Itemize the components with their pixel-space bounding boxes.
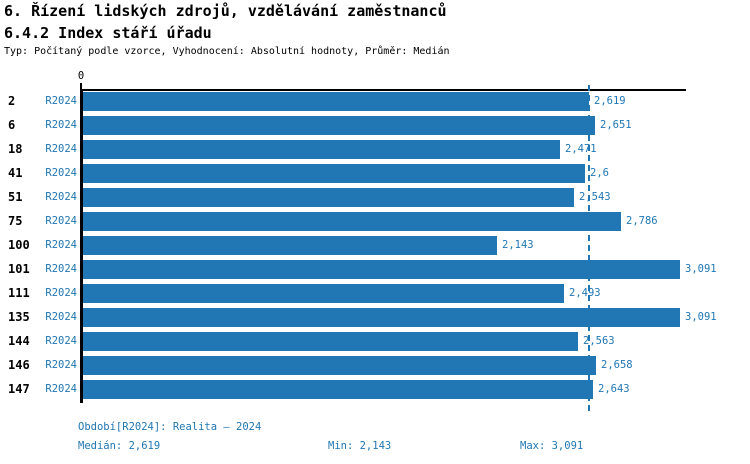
row-series-label: R2024 [45, 119, 77, 131]
footer-median: Medián: 2,619 [78, 440, 161, 452]
bar-value-label: 2,786 [626, 215, 658, 227]
bar [83, 116, 595, 135]
row-category-label: 101 [8, 262, 30, 276]
row-category-label: 75 [8, 214, 23, 228]
bar-value-label: 2,6 [590, 167, 609, 179]
footer-min: Min: 2,143 [328, 440, 392, 452]
bar [83, 140, 560, 159]
bar-row: 101 R2024 3,091 [0, 260, 750, 279]
bar-row: 144 R2024 2,563 [0, 332, 750, 351]
row-category-label: 18 [8, 142, 23, 156]
row-series-label: R2024 [45, 311, 77, 323]
bar-row: 111 R2024 2,493 [0, 284, 750, 303]
bar-row: 18 R2024 2,471 [0, 140, 750, 159]
row-category-label: 6 [8, 118, 16, 132]
bar-row: 2 R2024 2,619 [0, 92, 750, 111]
bar-row: 146 R2024 2,658 [0, 356, 750, 375]
row-category-label: 41 [8, 166, 23, 180]
bar [83, 236, 497, 255]
footer-period: Období[R2024]: Realita – 2024 [78, 421, 262, 433]
bar-value-label: 2,651 [600, 119, 632, 131]
bar-value-label: 2,563 [583, 335, 615, 347]
row-series-label: R2024 [45, 287, 77, 299]
axis-line-left [80, 89, 83, 403]
bar [83, 260, 680, 279]
row-series-label: R2024 [45, 215, 77, 227]
row-category-label: 111 [8, 286, 30, 300]
row-category-label: 146 [8, 358, 30, 372]
bar-row: 75 R2024 2,786 [0, 212, 750, 231]
bar-value-label: 2,471 [565, 143, 597, 155]
bar-value-label: 2,143 [502, 239, 534, 251]
row-series-label: R2024 [45, 383, 77, 395]
bar [83, 212, 621, 231]
row-series-label: R2024 [45, 191, 77, 203]
bar-value-label: 2,643 [598, 383, 630, 395]
chart-meta: Typ: Počítaný podle vzorce, Vyhodnocení:… [4, 46, 450, 57]
bar-value-label: 2,543 [579, 191, 611, 203]
bar [83, 380, 593, 399]
bar-row: 147 R2024 2,643 [0, 380, 750, 399]
axis-zero-tick [80, 83, 82, 89]
bar-row: 51 R2024 2,543 [0, 188, 750, 207]
bar [83, 356, 596, 375]
median-line [588, 85, 590, 411]
axis-zero-label: 0 [77, 70, 85, 82]
row-category-label: 147 [8, 382, 30, 396]
row-series-label: R2024 [45, 167, 77, 179]
bar-row: 41 R2024 2,6 [0, 164, 750, 183]
row-series-label: R2024 [45, 239, 77, 251]
row-category-label: 51 [8, 190, 23, 204]
bar [83, 308, 680, 327]
row-series-label: R2024 [45, 143, 77, 155]
row-series-label: R2024 [45, 95, 77, 107]
bar-value-label: 2,493 [569, 287, 601, 299]
row-series-label: R2024 [45, 359, 77, 371]
footer-max: Max: 3,091 [520, 440, 584, 452]
row-series-label: R2024 [45, 263, 77, 275]
bar-row: 100 R2024 2,143 [0, 236, 750, 255]
row-category-label: 2 [8, 94, 16, 108]
bar-value-label: 2,658 [601, 359, 633, 371]
bar-value-label: 3,091 [685, 311, 717, 323]
row-category-label: 144 [8, 334, 30, 348]
row-category-label: 100 [8, 238, 30, 252]
chart-title: 6. Řízení lidských zdrojů, vzdělávání za… [4, 2, 447, 20]
bar [83, 92, 589, 111]
bar-row: 6 R2024 2,651 [0, 116, 750, 135]
bar-value-label: 3,091 [685, 263, 717, 275]
bar-value-label: 2,619 [594, 95, 626, 107]
chart-subtitle: 6.4.2 Index stáří úřadu [4, 24, 212, 42]
bar [83, 164, 585, 183]
bar [83, 332, 578, 351]
bar [83, 284, 564, 303]
row-category-label: 135 [8, 310, 30, 324]
axis-line-top [80, 89, 686, 91]
bar [83, 188, 574, 207]
row-series-label: R2024 [45, 335, 77, 347]
bar-row: 135 R2024 3,091 [0, 308, 750, 327]
